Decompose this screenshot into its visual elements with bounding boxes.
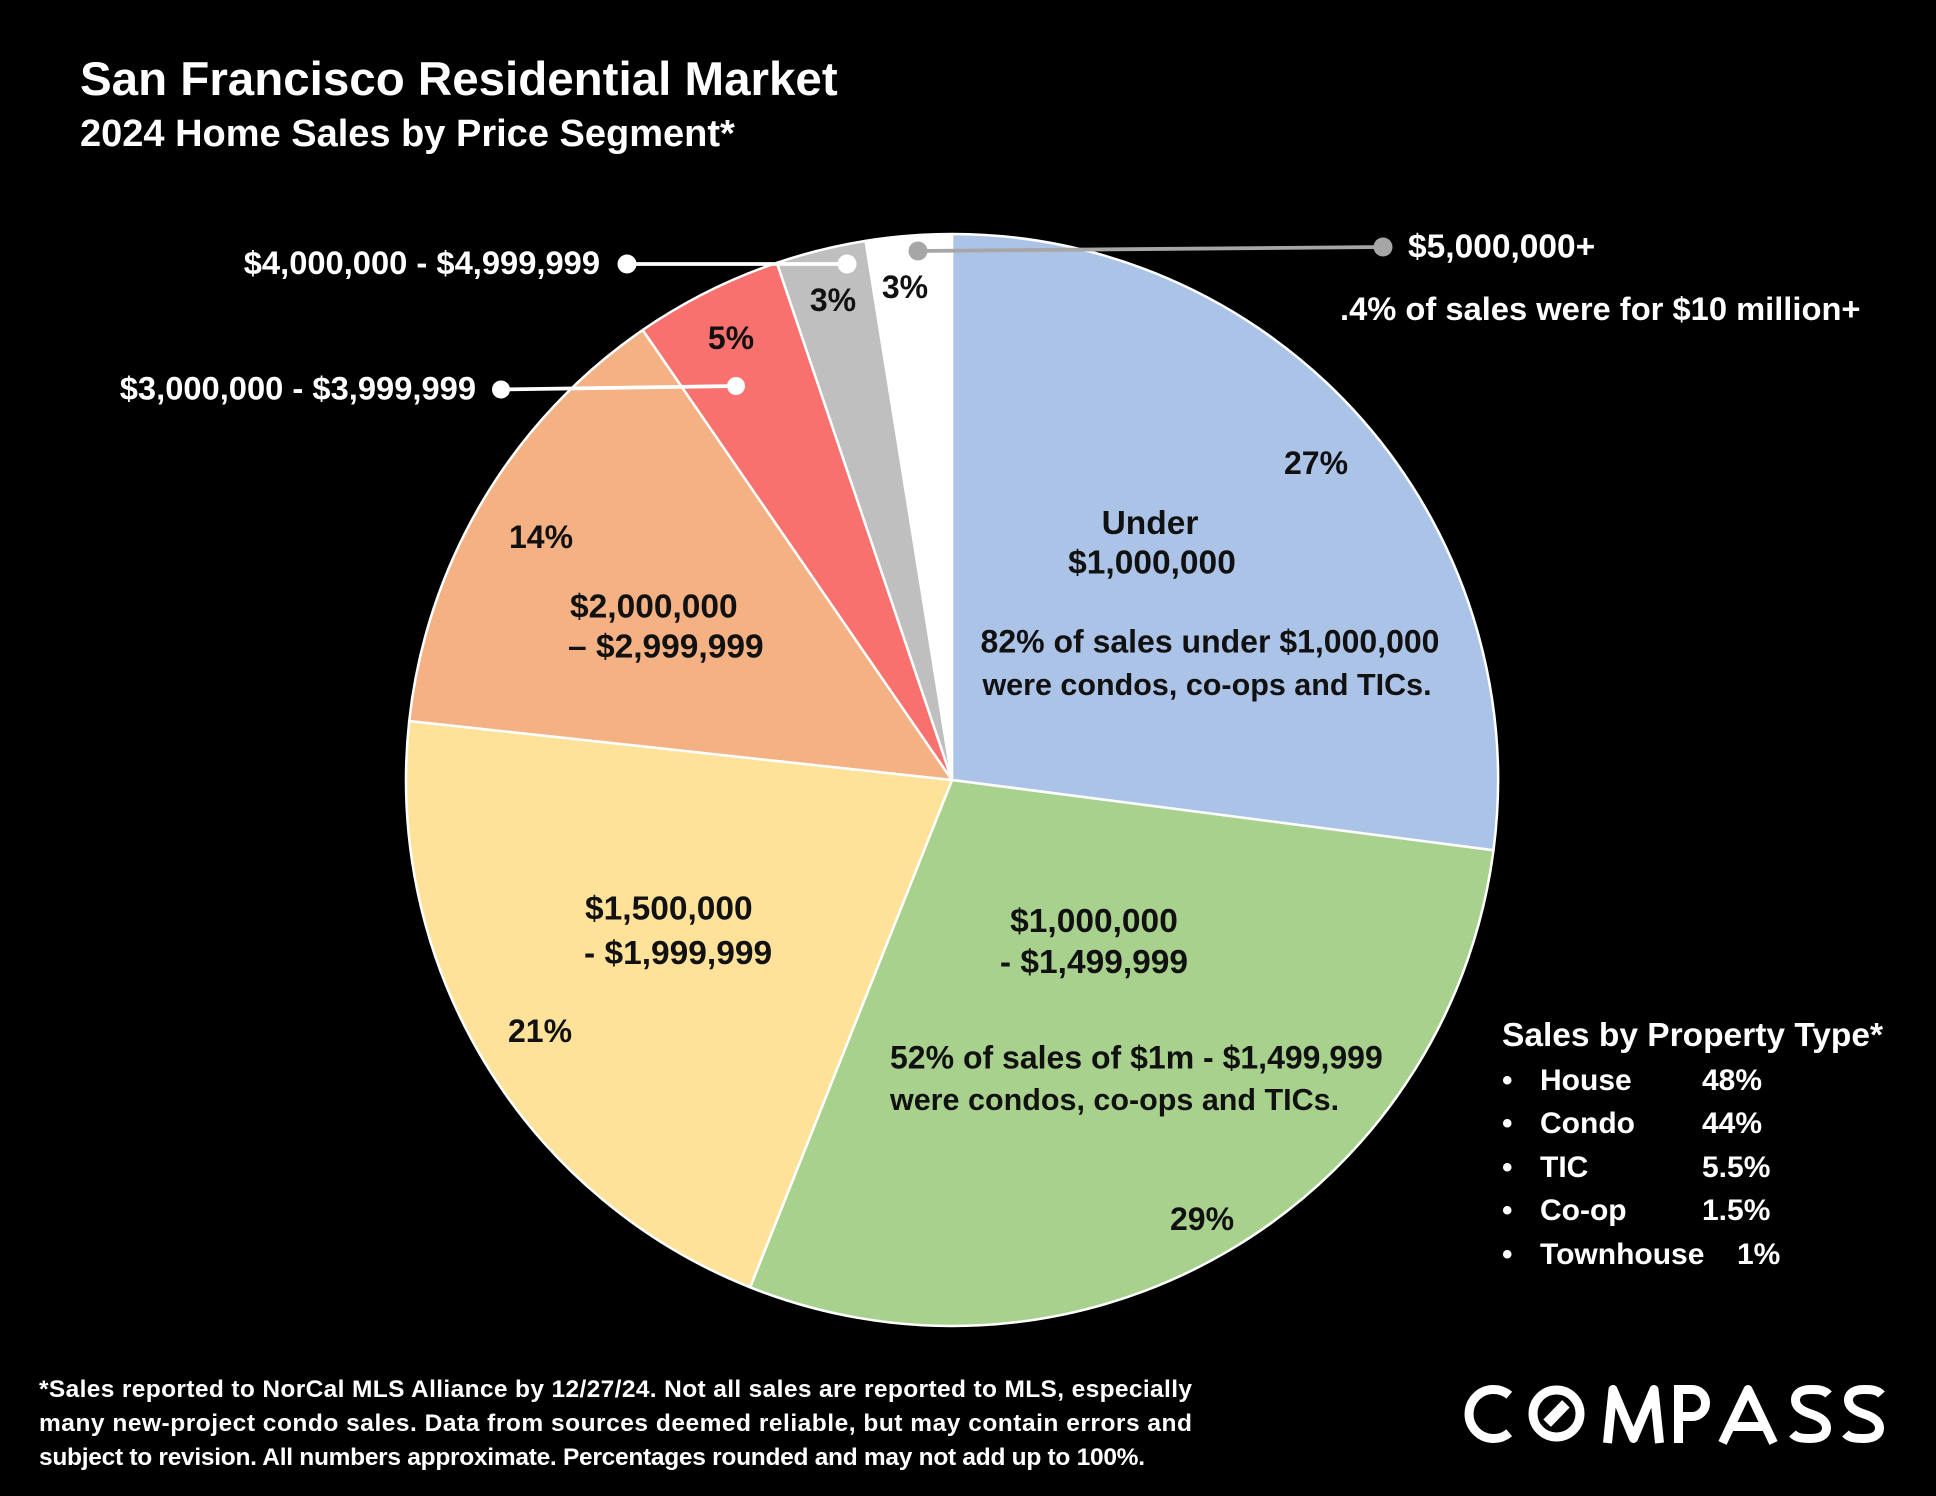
svg-text:•: • [1502, 1064, 1513, 1097]
svg-text:•: • [1502, 1107, 1513, 1140]
svg-text:5%: 5% [708, 320, 754, 356]
svg-text:•: • [1502, 1194, 1513, 1227]
svg-text:were condos, co-ops and TICs.: were condos, co-ops and TICs. [889, 1083, 1339, 1117]
svg-text:27%: 27% [1284, 445, 1348, 481]
svg-text:.4% of sales were for $10 mill: .4% of sales were for $10 million+ [1340, 290, 1861, 327]
svg-text:Sales by Property Type*: Sales by Property Type* [1502, 1017, 1883, 1054]
svg-text:2024 Home Sales by Price Segme: 2024 Home Sales by Price Segment* [80, 113, 735, 155]
svg-text:$3,000,000 - $3,999,999: $3,000,000 - $3,999,999 [120, 370, 476, 407]
svg-text:14%: 14% [509, 519, 573, 555]
svg-text:– $2,999,999: – $2,999,999 [568, 628, 764, 665]
svg-text:- $1,999,999: - $1,999,999 [584, 935, 772, 972]
svg-text:$1,000,000: $1,000,000 [1010, 903, 1178, 940]
svg-text:21%: 21% [508, 1013, 572, 1049]
svg-text:subject to revision. All numbe: subject to revision. All numbers approxi… [39, 1444, 1145, 1471]
svg-text:$5,000,000+: $5,000,000+ [1408, 229, 1595, 266]
svg-text:•: • [1502, 1151, 1513, 1184]
svg-text:were condos, co-ops and TICs.: were condos, co-ops and TICs. [981, 668, 1431, 702]
svg-text:San Francisco Residential Mark: San Francisco Residential Market [80, 53, 838, 106]
svg-text:many new-project condo sales.: many new-project condo sales. Data from … [39, 1410, 1192, 1437]
svg-text:82% of sales under $1,000,000: 82% of sales under $1,000,000 [981, 624, 1440, 660]
svg-text:52% of sales of $1m - $1,499,9: 52% of sales of $1m - $1,499,999 [890, 1040, 1383, 1076]
svg-text:1.5%: 1.5% [1702, 1194, 1770, 1227]
svg-text:$1,500,000: $1,500,000 [585, 891, 753, 928]
svg-text:48%: 48% [1702, 1064, 1762, 1097]
svg-text:Townhouse: Townhouse [1540, 1238, 1704, 1271]
svg-text:Under: Under [1102, 505, 1199, 542]
svg-text:$1,000,000: $1,000,000 [1068, 545, 1236, 582]
svg-text:1%: 1% [1737, 1238, 1780, 1271]
svg-text:5.5%: 5.5% [1702, 1151, 1770, 1184]
svg-text:•: • [1502, 1238, 1513, 1271]
svg-text:$4,000,000 - $4,999,999: $4,000,000 - $4,999,999 [244, 244, 600, 281]
svg-text:44%: 44% [1702, 1107, 1762, 1140]
svg-text:3%: 3% [810, 282, 856, 318]
svg-text:House: House [1540, 1064, 1632, 1097]
svg-text:29%: 29% [1170, 1201, 1234, 1237]
svg-text:- $1,499,999: - $1,499,999 [1000, 944, 1188, 981]
svg-text:Co-op: Co-op [1540, 1194, 1627, 1227]
svg-text:3%: 3% [882, 269, 928, 305]
svg-text:Condo: Condo [1540, 1107, 1635, 1140]
svg-text:TIC: TIC [1540, 1151, 1588, 1184]
svg-text:*Sales reported to NorCal MLS: *Sales reported to NorCal MLS Alliance b… [39, 1376, 1192, 1403]
svg-text:$2,000,000: $2,000,000 [570, 589, 738, 626]
